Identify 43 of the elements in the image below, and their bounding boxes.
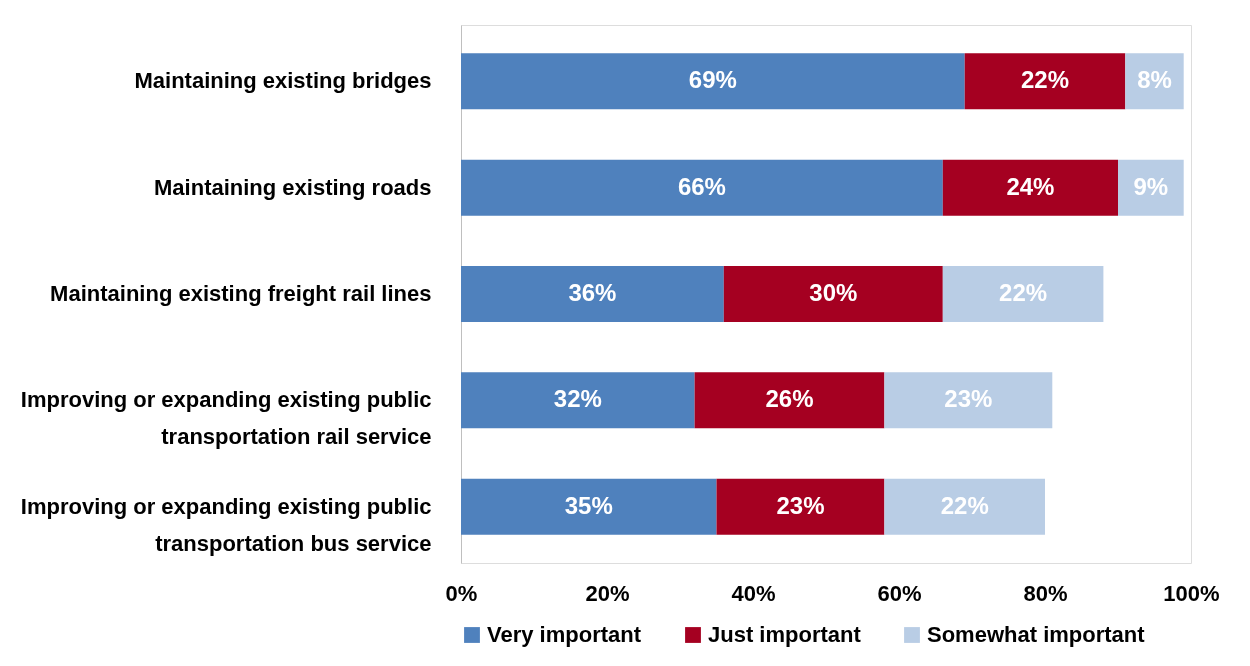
data-label: 22% [940,491,989,519]
x-tick-label: 100% [1163,580,1220,606]
y-tick-label: Improving or expanding existing public transportation rail service [20,387,432,450]
y-tick-label: Maintaining existing freight rail lines [50,281,432,306]
x-tick-label: 40% [731,580,776,606]
legend-label: Very important [487,622,642,647]
bar [884,372,1053,429]
x-tick-label: 20% [585,580,630,606]
bar [461,266,724,322]
data-label: 8% [1137,66,1172,94]
bar [964,53,1126,110]
bar [942,159,1118,216]
data-label: 30% [809,279,858,306]
x-tick-label: 60% [877,580,922,606]
y-tick-label: Maintaining existing roads [154,174,432,200]
x-tick-label: 0% [445,580,478,606]
bar [723,266,943,322]
data-label: 35% [564,491,613,519]
bar [694,372,885,429]
y-tick-label: Improving or expanding existing public transportation bus service [20,493,432,556]
data-label: 9% [1133,172,1169,200]
bar [461,53,965,110]
bar [716,478,885,535]
bar [461,478,717,535]
legend-label: Somewhat important [927,622,1146,647]
data-label: 32% [553,385,602,413]
data-label: 23% [944,385,993,413]
data-label: 69% [688,66,737,94]
legend-label: Just important [708,622,862,647]
data-label: 36% [568,279,617,306]
bar [1118,159,1184,216]
bar [942,266,1104,322]
bar [461,159,943,216]
data-label: 24% [1006,172,1055,200]
bar [461,372,695,429]
y-tick-label: Maintaining existing bridges [134,68,432,94]
data-label: 66% [677,172,726,200]
data-label: 26% [765,385,814,413]
data-label: 22% [1020,66,1070,94]
x-tick-label: 80% [1023,580,1068,606]
data-label: 22% [999,279,1048,306]
data-label: 23% [776,491,825,519]
bar [884,478,1045,535]
